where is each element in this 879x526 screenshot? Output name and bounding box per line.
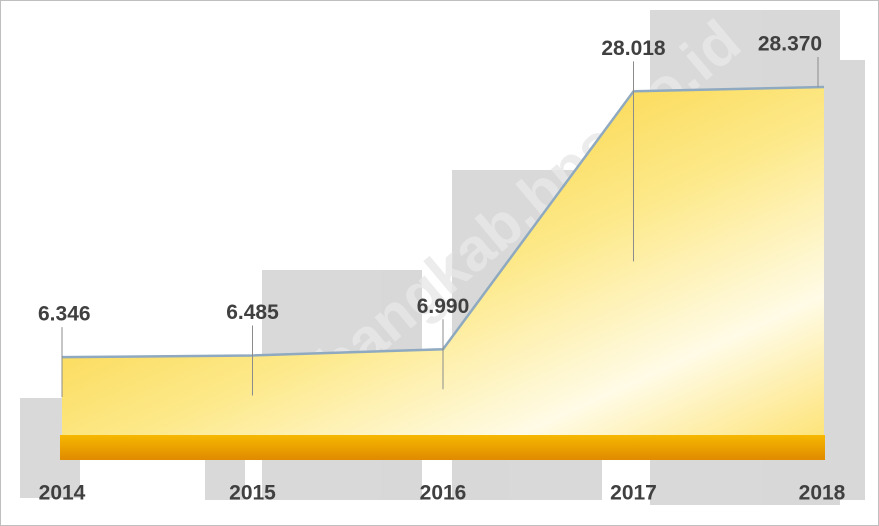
- value-label: 6.346: [38, 303, 91, 326]
- value-label: 28.018: [601, 37, 666, 60]
- value-label: 6.485: [226, 301, 279, 324]
- x-tick-label: 2018: [799, 482, 846, 505]
- x-tick-label: 2015: [229, 482, 276, 505]
- x-tick-label: 2017: [610, 482, 657, 505]
- base-band: [60, 435, 825, 460]
- x-tick-label: 2014: [39, 482, 86, 505]
- x-tick-label: 2016: [420, 482, 467, 505]
- value-label: 6.990: [417, 295, 470, 318]
- value-label: 28.370: [758, 33, 822, 56]
- chart: bangkab.bps.go.id 6.34620146.48520156.99…: [0, 0, 879, 526]
